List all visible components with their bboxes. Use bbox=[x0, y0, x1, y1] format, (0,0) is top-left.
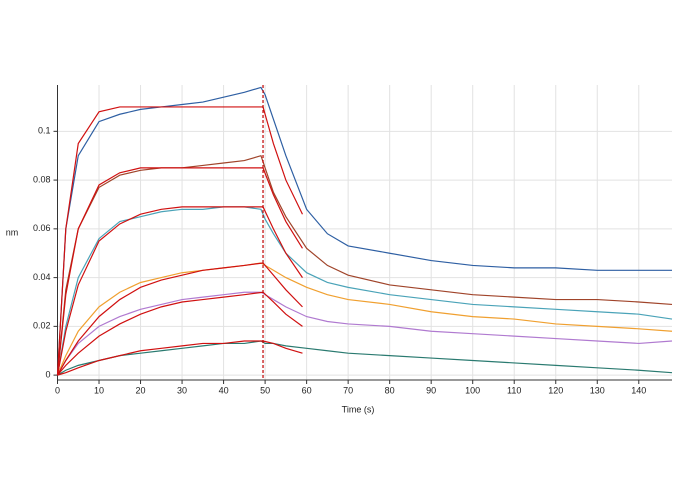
data-line bbox=[56, 291, 673, 376]
y-tick-label: 0.08 bbox=[33, 174, 51, 184]
x-tick-label: 80 bbox=[385, 385, 395, 395]
y-tick-label: 0 bbox=[45, 369, 50, 379]
x-tick-label: 40 bbox=[219, 385, 229, 395]
x-tick-label: 70 bbox=[343, 385, 353, 395]
x-tick-label: 30 bbox=[177, 385, 187, 395]
data-line bbox=[57, 291, 303, 376]
data-line bbox=[56, 206, 673, 376]
y-tick-label: 0.1 bbox=[38, 126, 51, 136]
data-line bbox=[57, 340, 303, 376]
x-tick-label: 140 bbox=[631, 385, 646, 395]
x-tick-label: 0 bbox=[55, 385, 60, 395]
data-line bbox=[56, 262, 673, 376]
y-tick-label: 0.04 bbox=[33, 272, 51, 282]
data-line bbox=[56, 106, 304, 376]
x-tick-label: 50 bbox=[260, 385, 270, 395]
x-axis-label: Time (s) bbox=[342, 404, 375, 414]
x-tick-label: 90 bbox=[426, 385, 436, 395]
y-axis-label: nm bbox=[6, 227, 19, 237]
data-line bbox=[56, 206, 303, 376]
x-tick-label: 60 bbox=[302, 385, 312, 395]
y-tick-label: 0.06 bbox=[33, 223, 51, 233]
data-line bbox=[56, 86, 672, 376]
x-tick-label: 110 bbox=[507, 385, 521, 395]
data-line bbox=[56, 262, 303, 376]
x-tick-label: 10 bbox=[94, 385, 104, 395]
x-tick-label: 130 bbox=[590, 385, 605, 395]
x-tick-label: 120 bbox=[548, 385, 563, 395]
x-tick-label: 20 bbox=[136, 385, 146, 395]
data-line bbox=[57, 340, 673, 376]
data-line bbox=[56, 154, 673, 376]
data-line bbox=[56, 167, 303, 376]
x-tick-label: 100 bbox=[465, 385, 480, 395]
y-tick-label: 0.02 bbox=[33, 321, 51, 331]
